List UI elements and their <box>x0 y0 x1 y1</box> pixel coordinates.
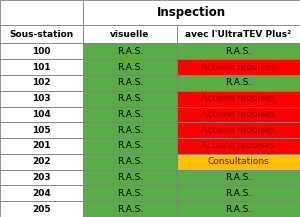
Text: Inspection: Inspection <box>157 6 226 19</box>
Text: 103: 103 <box>32 94 51 103</box>
Text: 203: 203 <box>32 173 51 182</box>
Text: 105: 105 <box>32 126 51 135</box>
Text: R.A.S.: R.A.S. <box>117 110 143 119</box>
Bar <box>0 138 82 154</box>
Bar <box>82 91 177 107</box>
Bar <box>177 186 300 201</box>
Bar <box>82 59 177 75</box>
Bar <box>82 122 177 138</box>
Bar <box>0 75 82 91</box>
Text: 101: 101 <box>32 62 51 72</box>
Bar <box>177 43 300 59</box>
Bar <box>0 122 82 138</box>
Text: R.A.S.: R.A.S. <box>117 62 143 72</box>
Bar <box>82 154 177 170</box>
Text: Actions requises: Actions requises <box>201 94 276 103</box>
Text: 100: 100 <box>32 47 50 56</box>
Text: R.A.S.: R.A.S. <box>225 78 252 87</box>
Bar <box>177 201 300 217</box>
Text: R.A.S.: R.A.S. <box>117 47 143 56</box>
Bar <box>0 154 82 170</box>
Bar <box>177 107 300 122</box>
Bar <box>82 0 300 25</box>
Bar <box>82 43 177 59</box>
Text: 102: 102 <box>32 78 51 87</box>
Bar <box>82 107 177 122</box>
Bar <box>82 201 177 217</box>
Bar <box>0 107 82 122</box>
Text: R.A.S.: R.A.S. <box>225 205 252 214</box>
Text: Actions requises: Actions requises <box>201 126 276 135</box>
Text: R.A.S.: R.A.S. <box>117 78 143 87</box>
Bar <box>177 59 300 75</box>
Text: R.A.S.: R.A.S. <box>225 47 252 56</box>
Text: R.A.S.: R.A.S. <box>117 173 143 182</box>
Text: Actions requises: Actions requises <box>201 62 276 72</box>
Bar <box>0 25 82 43</box>
Text: R.A.S.: R.A.S. <box>225 189 252 198</box>
Text: avec l'UltraTEV Plus²: avec l'UltraTEV Plus² <box>185 30 292 39</box>
Bar <box>82 25 177 43</box>
Bar <box>177 122 300 138</box>
Bar <box>82 138 177 154</box>
Bar <box>82 75 177 91</box>
Bar <box>0 201 82 217</box>
Text: R.A.S.: R.A.S. <box>117 94 143 103</box>
Text: 202: 202 <box>32 157 51 166</box>
Bar <box>0 43 82 59</box>
Text: 104: 104 <box>32 110 51 119</box>
Bar <box>177 170 300 186</box>
Bar <box>177 91 300 107</box>
Text: Actions requises: Actions requises <box>201 141 276 150</box>
Bar <box>82 186 177 201</box>
Text: Consultations: Consultations <box>208 157 269 166</box>
Text: R.A.S.: R.A.S. <box>117 157 143 166</box>
Text: R.A.S.: R.A.S. <box>117 141 143 150</box>
Text: R.A.S.: R.A.S. <box>117 126 143 135</box>
Bar <box>177 138 300 154</box>
Bar <box>0 91 82 107</box>
Text: Sous-station: Sous-station <box>9 30 74 39</box>
Bar <box>177 25 300 43</box>
Text: R.A.S.: R.A.S. <box>117 205 143 214</box>
Text: 201: 201 <box>32 141 51 150</box>
Text: R.A.S.: R.A.S. <box>225 173 252 182</box>
Bar <box>177 154 300 170</box>
Bar <box>0 186 82 201</box>
Text: R.A.S.: R.A.S. <box>117 189 143 198</box>
Bar <box>0 170 82 186</box>
Bar <box>177 75 300 91</box>
Bar <box>0 0 82 25</box>
Bar <box>82 170 177 186</box>
Text: 204: 204 <box>32 189 51 198</box>
Text: 205: 205 <box>32 205 51 214</box>
Text: Actions requises: Actions requises <box>201 110 276 119</box>
Bar <box>0 59 82 75</box>
Text: visuelle: visuelle <box>110 30 149 39</box>
